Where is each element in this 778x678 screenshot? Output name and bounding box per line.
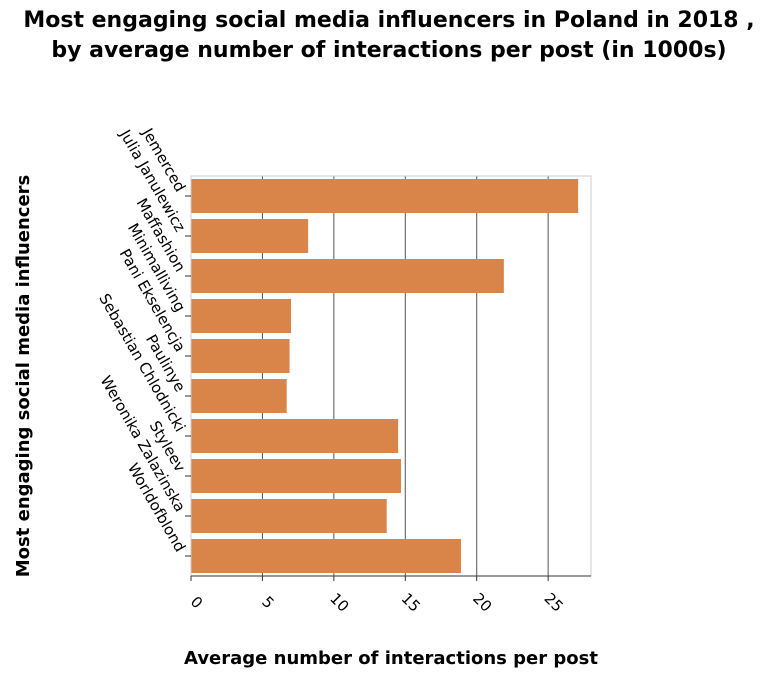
x-tick-label: 0 <box>187 593 206 612</box>
x-tick-labels: 0 5 10 15 20 25 <box>187 576 567 616</box>
bar <box>191 339 290 373</box>
bar <box>191 539 461 573</box>
x-tick-label: 20 <box>469 589 495 615</box>
bar <box>191 179 579 213</box>
bar <box>191 259 504 293</box>
bar <box>191 379 287 413</box>
x-tick-label: 25 <box>541 589 567 615</box>
x-tick-label: 5 <box>258 593 277 612</box>
bar <box>191 459 401 493</box>
x-axis-label: Average number of interactions per post <box>184 648 598 669</box>
bars <box>191 179 579 573</box>
bar <box>191 219 309 253</box>
y-axis-label: Most engaging social media influencers <box>13 175 34 578</box>
chart-title: Most engaging social media influencers i… <box>23 8 755 63</box>
bar <box>191 419 399 453</box>
bar <box>191 499 387 533</box>
x-tick-label: 15 <box>398 589 424 615</box>
x-tick-label: 10 <box>326 589 352 615</box>
bar <box>191 299 291 333</box>
